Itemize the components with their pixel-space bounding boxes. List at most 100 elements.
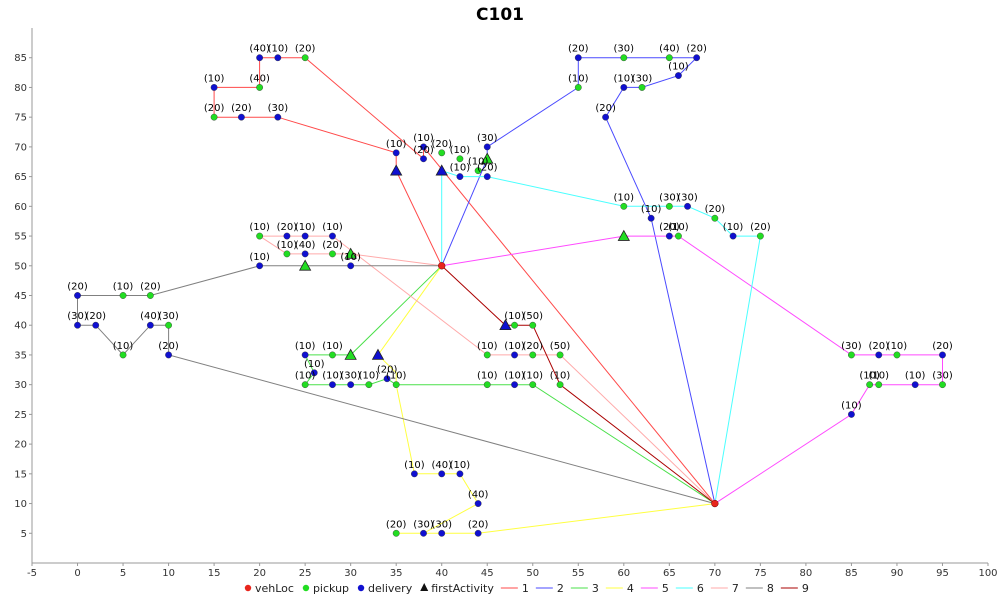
pickup-label: (20): [140, 282, 161, 293]
delivery-point: [684, 202, 691, 210]
delivery-point: [210, 84, 218, 91]
route-line-1: [213, 57, 716, 504]
legend-label-6: 6: [697, 582, 704, 595]
pickup-label: (30): [841, 341, 862, 352]
x-tick-label: 5: [120, 568, 126, 579]
legend-label-firstActivity: firstActivity: [431, 582, 494, 595]
pickup-point: [529, 321, 537, 329]
delivery-label: (20): [932, 341, 953, 352]
legend-label-8: 8: [767, 582, 774, 595]
pickup-point: [848, 351, 855, 359]
pickup-label: (20): [431, 139, 452, 150]
delivery-label: (10): [249, 252, 270, 263]
legend-label-5: 5: [662, 582, 669, 595]
pickup-point: [483, 381, 491, 389]
delivery-point: [392, 149, 400, 157]
x-tick-label: 70: [708, 568, 721, 579]
pickup-point: [301, 381, 309, 389]
delivery-point: [939, 351, 946, 359]
first-activity-marker: [481, 152, 494, 164]
pickup-point: [146, 292, 154, 299]
pickup-label: (10): [668, 222, 689, 233]
delivery-point: [92, 321, 100, 329]
pickup-label: (10): [859, 371, 880, 382]
delivery-label: (20): [477, 163, 498, 174]
delivery-label: (30): [677, 192, 698, 203]
delivery-point: [238, 113, 245, 121]
pickup-point: [256, 84, 264, 91]
x-tick-label: 85: [845, 568, 858, 579]
x-tick-label: 100: [978, 568, 997, 579]
pickup-point: [283, 250, 291, 258]
delivery-point: [420, 143, 427, 151]
pickup-point: [119, 351, 127, 359]
y-tick-label: 65: [14, 172, 27, 183]
delivery-label: (40): [431, 460, 452, 471]
delivery-label: (40): [249, 44, 270, 55]
delivery-point: [329, 381, 336, 389]
x-tick-label: 80: [800, 568, 813, 579]
delivery-label: (10): [641, 204, 662, 215]
pickup-label: (10): [359, 371, 380, 382]
delivery-point: [875, 351, 883, 359]
legend-label-1: 1: [522, 582, 529, 595]
legend-label-3: 3: [592, 582, 599, 595]
pickup-point: [893, 351, 901, 359]
y-tick-label: 35: [14, 350, 27, 361]
y-tick-label: 40: [14, 321, 27, 332]
y-tick-label: 25: [14, 410, 27, 421]
delivery-label: (10): [504, 341, 525, 352]
delivery-point: [329, 232, 336, 240]
y-tick-label: 55: [14, 232, 27, 243]
delivery-point: [74, 292, 81, 299]
pickup-label: (20): [750, 222, 771, 233]
vehicle-location-point: [711, 499, 719, 508]
delivery-label: (10): [450, 460, 471, 471]
delivery-label: (20): [158, 341, 179, 352]
x-tick-label: 20: [253, 568, 266, 579]
legend-label-vehLoc: vehLoc: [255, 582, 294, 595]
pickup-label: (20): [204, 103, 225, 114]
pickup-label: (30): [659, 192, 680, 203]
pickup-label: (10): [477, 341, 498, 352]
pickup-label: (10): [295, 371, 316, 382]
pickup-label: (10): [568, 73, 589, 84]
delivery-point: [456, 173, 464, 181]
first-activity-marker: [617, 229, 630, 241]
delivery-point: [256, 54, 264, 62]
legend-swatch-pickup: [302, 584, 310, 592]
pickup-label: (20): [705, 204, 726, 215]
pickup-point: [329, 250, 336, 258]
delivery-point: [420, 529, 427, 537]
delivery-label: (10): [668, 62, 689, 73]
pickup-label: (10): [450, 145, 471, 156]
delivery-label: (10): [841, 400, 862, 411]
pickup-label: (20): [322, 240, 343, 251]
pickup-point: [165, 321, 172, 329]
delivery-label: (10): [504, 371, 525, 382]
delivery-point: [848, 410, 855, 418]
delivery-point: [256, 262, 264, 270]
delivery-point: [283, 232, 291, 240]
x-tick-label: 0: [74, 568, 80, 579]
legend-label-delivery: delivery: [368, 582, 413, 595]
delivery-point: [620, 84, 628, 91]
first-activity-marker: [344, 247, 357, 259]
x-tick-label: 50: [526, 568, 539, 579]
first-activity-marker: [298, 259, 312, 271]
delivery-label: (10): [204, 73, 225, 84]
pickup-point: [392, 381, 400, 389]
delivery-label: (30): [268, 103, 289, 114]
pickup-label: (40): [659, 44, 680, 55]
delivery-point: [474, 529, 482, 537]
pickup-label: (10): [887, 341, 908, 352]
delivery-point: [647, 214, 655, 222]
pickup-label: (20): [386, 519, 407, 530]
delivery-label: (10): [905, 371, 926, 382]
pickup-point: [574, 84, 582, 91]
delivery-label: (20): [231, 103, 252, 114]
pickup-label: (10): [277, 240, 298, 251]
y-tick-label: 85: [14, 53, 27, 64]
